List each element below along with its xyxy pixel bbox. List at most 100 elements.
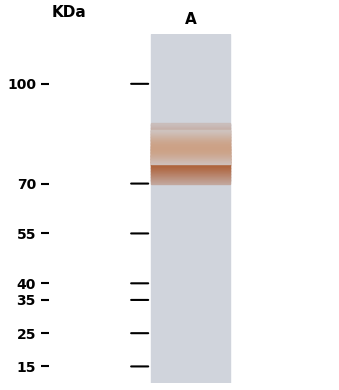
Bar <box>151 151 230 152</box>
Bar <box>151 133 230 134</box>
Bar <box>151 182 230 183</box>
Bar <box>151 130 230 131</box>
Bar <box>151 140 230 141</box>
Bar <box>151 139 230 140</box>
Bar <box>151 126 230 127</box>
Bar <box>151 131 230 132</box>
Bar <box>151 138 230 139</box>
Bar <box>151 139 230 140</box>
Bar <box>151 144 230 145</box>
Bar <box>151 179 230 180</box>
Bar <box>151 140 230 141</box>
Bar <box>151 173 230 174</box>
Bar <box>151 124 230 125</box>
Bar <box>151 157 230 158</box>
Bar <box>151 136 230 137</box>
Bar <box>151 178 230 179</box>
Bar <box>151 163 230 164</box>
Bar <box>151 156 230 157</box>
Bar <box>151 141 230 142</box>
Bar <box>151 145 230 146</box>
Bar <box>151 155 230 156</box>
Bar <box>151 175 230 176</box>
Bar <box>151 133 230 134</box>
Bar <box>151 171 230 172</box>
Bar <box>151 125 230 126</box>
Bar <box>151 158 230 159</box>
Bar <box>151 143 230 144</box>
Bar <box>151 158 230 159</box>
Bar <box>151 129 230 130</box>
Bar <box>151 158 230 159</box>
Bar <box>151 136 230 137</box>
Bar <box>151 141 230 142</box>
Bar <box>151 149 230 150</box>
Bar <box>151 146 230 147</box>
Bar <box>151 169 230 170</box>
Bar <box>151 168 230 169</box>
Bar <box>151 160 230 161</box>
Bar <box>151 131 230 132</box>
Bar <box>151 157 230 158</box>
Bar <box>151 146 230 147</box>
Bar <box>151 154 230 155</box>
Bar <box>151 168 230 169</box>
Bar <box>151 125 230 126</box>
Bar <box>151 162 230 163</box>
Bar <box>151 159 230 160</box>
Bar <box>151 166 230 167</box>
Bar <box>151 159 230 160</box>
Bar <box>151 170 230 171</box>
Bar <box>151 129 230 130</box>
Bar <box>151 151 230 152</box>
Bar <box>151 136 230 137</box>
Bar <box>151 146 230 147</box>
Bar <box>151 142 230 143</box>
Bar <box>151 137 230 138</box>
Bar <box>151 134 230 135</box>
Bar <box>151 170 230 171</box>
Bar <box>151 163 230 164</box>
Bar <box>151 152 230 153</box>
Bar <box>151 145 230 146</box>
Bar <box>151 153 230 154</box>
Bar <box>151 139 230 140</box>
Bar <box>151 175 230 176</box>
Bar <box>151 135 230 136</box>
Bar <box>151 180 230 181</box>
Bar <box>151 138 230 139</box>
Bar <box>151 150 230 151</box>
Bar <box>151 149 230 150</box>
Bar <box>151 148 230 149</box>
Bar <box>151 132 230 133</box>
Bar <box>151 133 230 134</box>
Bar <box>151 138 230 139</box>
Bar <box>151 34 230 383</box>
Bar <box>151 134 230 135</box>
Bar <box>151 146 230 147</box>
Bar <box>151 182 230 183</box>
Bar <box>151 148 230 149</box>
Bar <box>151 183 230 184</box>
Bar <box>151 165 230 166</box>
Bar <box>151 143 230 144</box>
Bar <box>151 145 230 146</box>
Bar <box>151 132 230 133</box>
Bar <box>151 137 230 138</box>
Bar <box>151 181 230 182</box>
Bar <box>151 179 230 180</box>
Bar <box>151 134 230 135</box>
Bar <box>151 127 230 128</box>
Bar <box>151 142 230 143</box>
Bar <box>151 150 230 151</box>
Bar <box>151 174 230 175</box>
Bar <box>151 160 230 161</box>
Bar <box>151 161 230 162</box>
Bar <box>151 156 230 157</box>
Bar <box>151 174 230 175</box>
Bar <box>151 124 230 125</box>
Bar <box>151 157 230 158</box>
Bar <box>151 153 230 154</box>
Bar <box>151 128 230 129</box>
Bar <box>151 163 230 164</box>
